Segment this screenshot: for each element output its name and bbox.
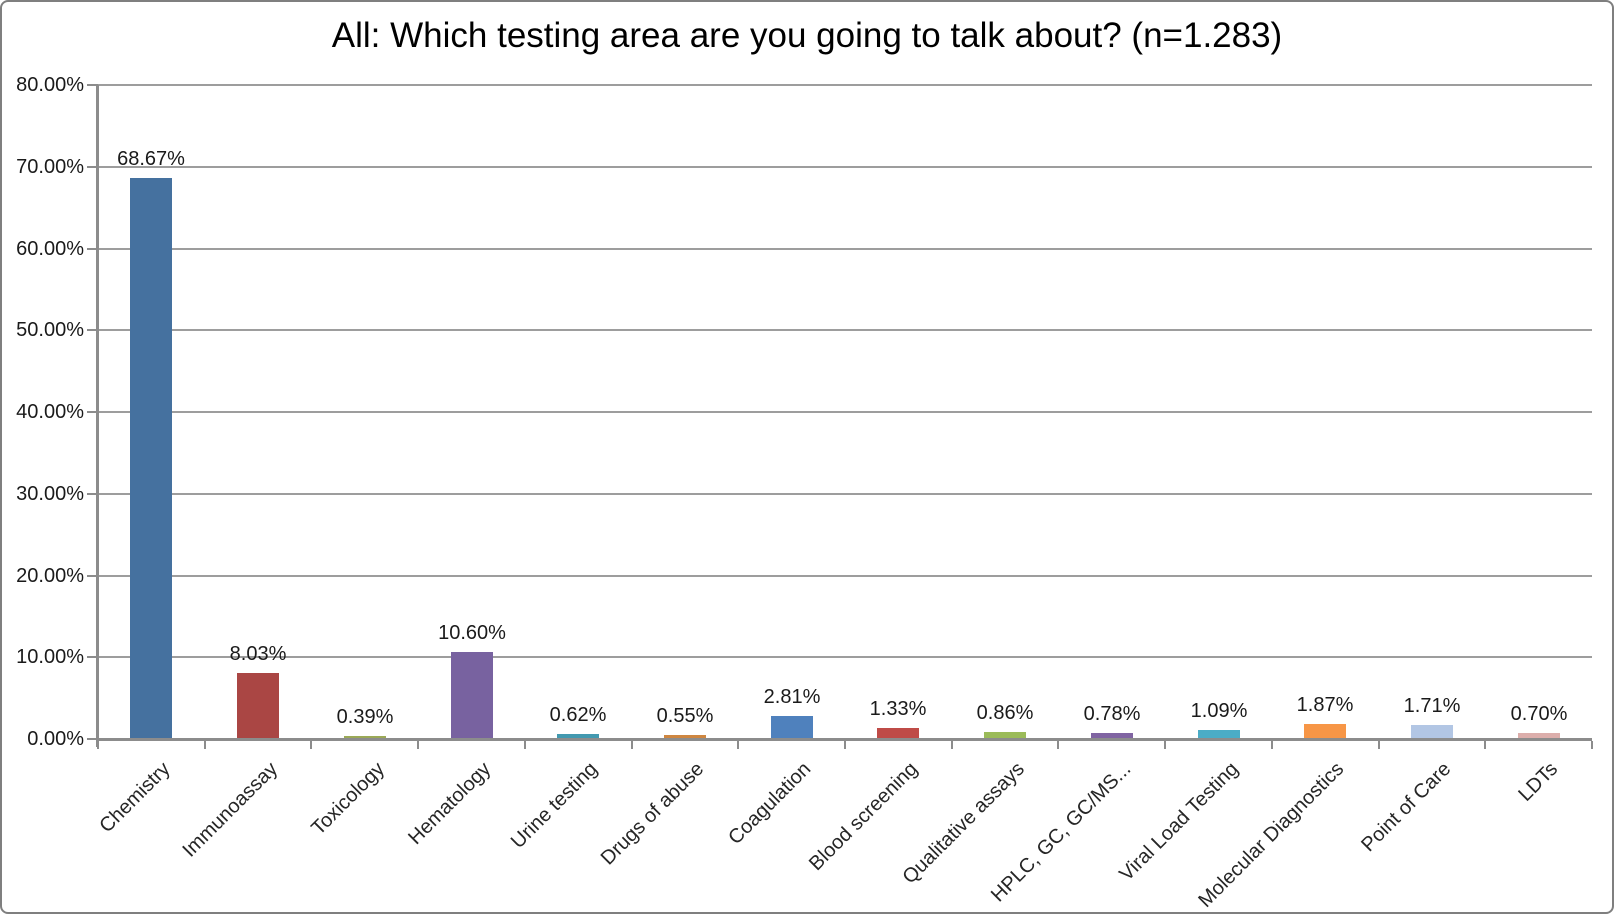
- x-tick-mark: [737, 741, 739, 749]
- x-tick-mark: [951, 741, 953, 749]
- y-tick-mark: [87, 656, 98, 659]
- x-axis-category-label: Drugs of abuse: [597, 758, 709, 870]
- y-tick-mark: [87, 247, 98, 250]
- x-axis-category-label: LDTs: [1514, 758, 1563, 806]
- x-tick-mark: [524, 741, 526, 749]
- gridline: [98, 574, 1592, 577]
- bar: [344, 736, 386, 739]
- bar: [1198, 730, 1240, 739]
- bar: [130, 178, 172, 739]
- bar: [1304, 724, 1346, 739]
- gridline: [98, 411, 1592, 413]
- y-axis-tick-label: 20.00%: [16, 564, 84, 587]
- y-tick-mark: [87, 165, 98, 168]
- x-axis-category-label: Chemistry: [95, 758, 175, 838]
- bar: [1411, 725, 1453, 739]
- x-axis-category-label: Toxicology: [306, 758, 389, 840]
- bar-value-label: 0.55%: [656, 705, 714, 727]
- bar: [877, 728, 919, 739]
- y-axis-tick-label: 80.00%: [16, 74, 84, 96]
- bar-value-label: 1.87%: [1296, 694, 1354, 716]
- x-tick-mark: [1378, 741, 1380, 749]
- y-tick-mark: [87, 738, 98, 740]
- bar: [237, 673, 279, 739]
- bar: [1091, 733, 1133, 739]
- y-tick-mark: [87, 84, 98, 86]
- x-tick-mark: [1164, 741, 1166, 749]
- bar-value-label: 10.60%: [438, 622, 506, 644]
- chart-title: All: Which testing area are you going to…: [331, 16, 1283, 55]
- bar-value-label: 1.33%: [869, 698, 927, 720]
- bar: [984, 732, 1026, 739]
- x-tick-mark: [1591, 741, 1593, 749]
- bar-value-label: 0.86%: [976, 702, 1034, 724]
- x-tick-mark: [1057, 741, 1059, 749]
- bar-value-label: 68.67%: [117, 148, 185, 170]
- y-tick-mark: [87, 574, 98, 577]
- x-tick-mark: [204, 741, 206, 749]
- bar: [664, 735, 706, 739]
- y-axis-tick-label: 50.00%: [16, 319, 84, 342]
- bar: [557, 734, 599, 739]
- bar-value-label: 0.62%: [549, 704, 607, 726]
- gridline: [98, 656, 1592, 659]
- bar-value-label: 1.09%: [1190, 700, 1248, 722]
- y-axis-tick-label: 70.00%: [16, 155, 84, 178]
- x-axis-category-label: Coagulation: [724, 758, 816, 850]
- y-axis-tick-label: 40.00%: [16, 401, 84, 423]
- x-tick-mark: [631, 741, 633, 749]
- gridline: [98, 165, 1592, 168]
- gridline: [98, 247, 1592, 250]
- bar-value-label: 0.70%: [1510, 703, 1568, 725]
- bar-value-label: 2.81%: [763, 686, 821, 708]
- x-tick-mark: [310, 741, 312, 749]
- x-axis-category-label: Blood screening: [804, 758, 922, 875]
- x-tick-mark: [1271, 741, 1273, 749]
- bar-value-label: 8.03%: [229, 643, 287, 665]
- x-axis-category-label: Point of Care: [1357, 758, 1456, 857]
- y-tick-mark: [87, 329, 98, 332]
- x-axis-category-label: Urine testing: [506, 758, 602, 853]
- gridline: [98, 329, 1592, 332]
- bar: [771, 716, 813, 739]
- bar-value-label: 1.71%: [1403, 695, 1461, 717]
- y-axis-tick-label: 30.00%: [16, 482, 84, 505]
- x-tick-mark: [844, 741, 846, 749]
- x-axis-category-label: Hematology: [404, 758, 496, 850]
- x-axis-category-label: Immunoassay: [177, 758, 282, 862]
- y-tick-mark: [87, 411, 98, 413]
- x-axis: [96, 738, 1592, 741]
- y-axis-tick-label: 0.00%: [27, 728, 84, 750]
- x-tick-mark: [1484, 741, 1486, 749]
- bar: [1518, 733, 1560, 739]
- gridline: [98, 492, 1592, 495]
- y-tick-mark: [87, 492, 98, 495]
- y-axis: [96, 85, 99, 747]
- y-axis-tick-label: 60.00%: [16, 237, 84, 260]
- bar-value-label: 0.39%: [336, 706, 394, 728]
- gridline: [98, 84, 1592, 86]
- x-tick-mark: [417, 741, 419, 749]
- y-axis-tick-label: 10.00%: [16, 646, 84, 669]
- bar-value-label: 0.78%: [1083, 703, 1141, 725]
- bar: [451, 652, 493, 739]
- x-tick-mark: [97, 741, 99, 749]
